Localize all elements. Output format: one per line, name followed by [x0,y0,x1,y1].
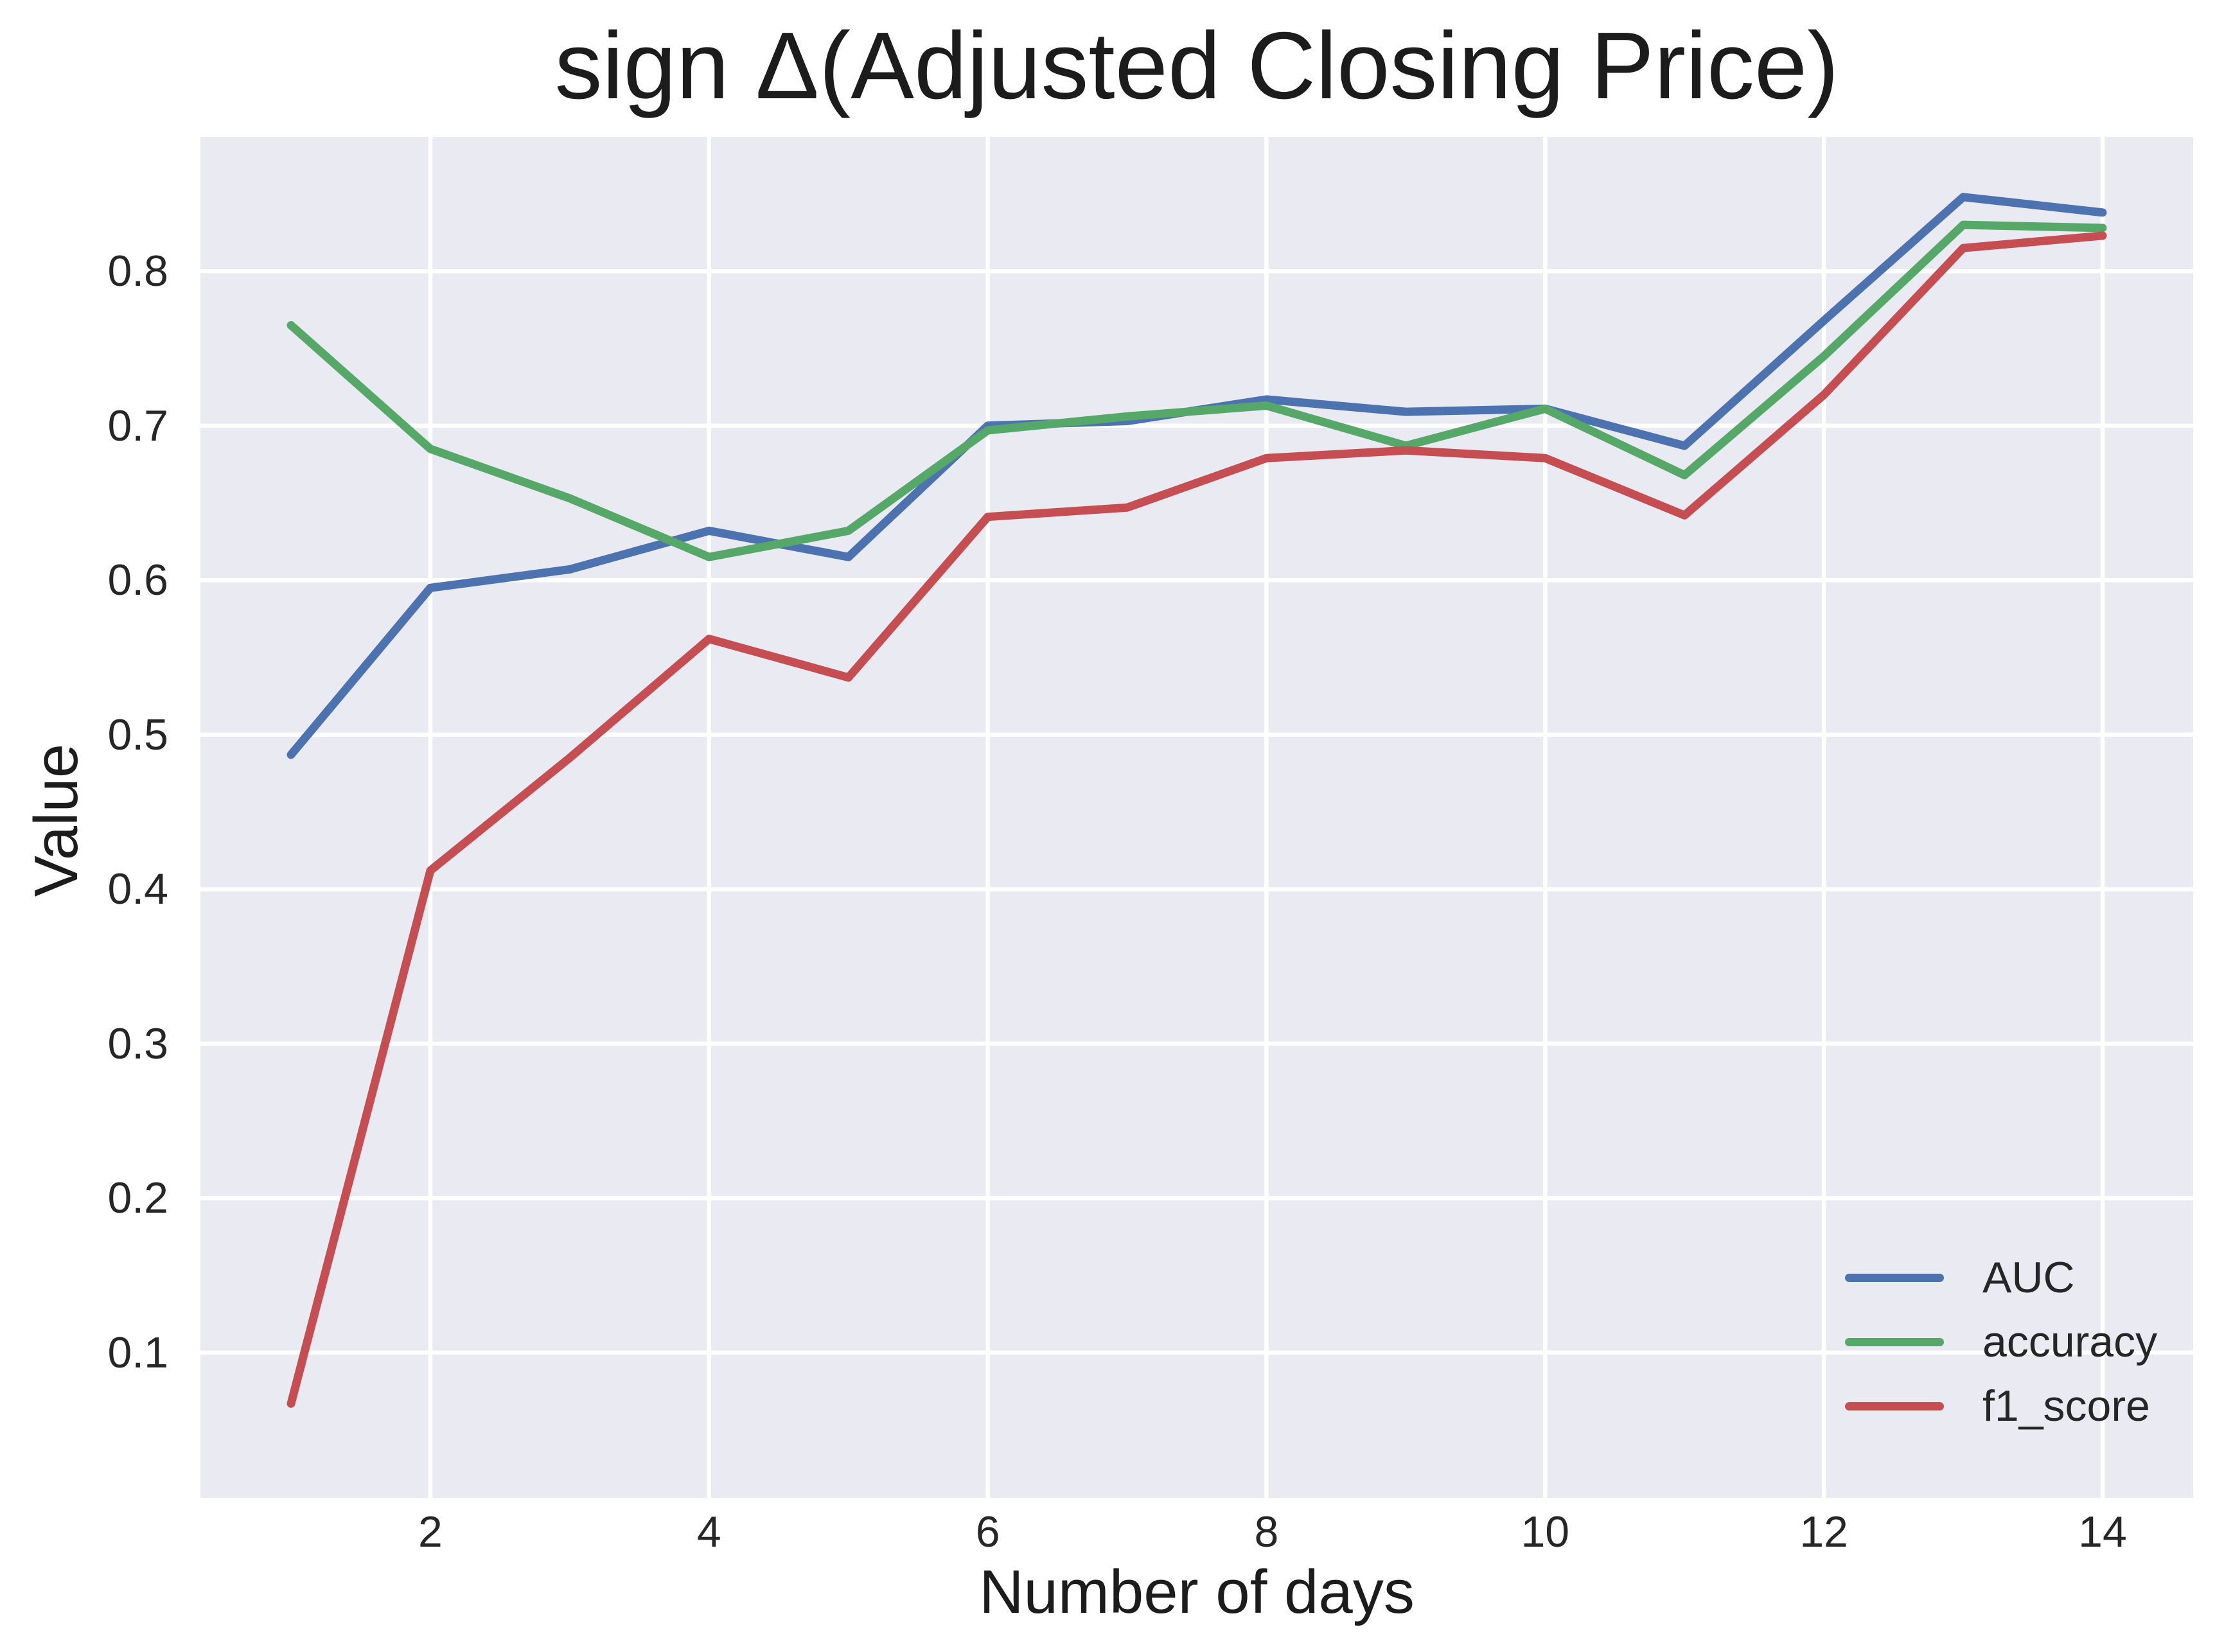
x-tick-label: 4 [696,1507,721,1556]
plot-canvas [200,137,2193,1498]
legend-label-auc: AUC [1982,1253,2075,1302]
legend-label-accuracy: accuracy [1982,1317,2158,1366]
series-line-accuracy [287,220,2107,561]
legend-item-accuracy: accuracy [1845,1310,2157,1374]
y-axis-label: Value [22,743,91,897]
y-tick-label: 0.3 [107,1019,168,1068]
legend-line-swatch-auc [1845,1273,1944,1282]
y-tick-label: 0.5 [107,710,168,759]
x-tick-label: 14 [2078,1507,2127,1556]
y-tick-label: 0.6 [107,556,168,605]
legend-item-auc: AUC [1845,1245,2157,1310]
series-line-f1_score [287,231,2107,1408]
y-tick-label: 0.1 [107,1328,168,1377]
x-tick-label: 12 [1799,1507,1848,1556]
y-tick-label: 0.4 [107,865,168,914]
x-tick-label: 8 [1254,1507,1279,1556]
legend: AUC accuracy f1_score [1845,1245,2157,1438]
axes-background [200,137,2193,1498]
plot-area [200,137,2193,1498]
legend-line-swatch-accuracy [1845,1337,1944,1346]
x-tick-label: 2 [418,1507,443,1556]
x-axis-label: Number of days [979,1558,1415,1626]
x-tick-label: 10 [1521,1507,1570,1556]
y-tick-label: 0.8 [107,247,168,296]
legend-item-f1-score: f1_score [1845,1374,2157,1438]
y-axis-label-wrap: Value [21,621,92,1019]
chart-title: sign Δ(Adjusted Closing Price) [554,13,1839,119]
x-tick-label: 6 [975,1507,1000,1556]
legend-line-swatch-f1-score [1845,1402,1944,1410]
y-tick-label: 0.7 [107,401,168,450]
legend-label-f1-score: f1_score [1982,1382,2150,1430]
y-tick-label: 0.2 [107,1173,168,1223]
